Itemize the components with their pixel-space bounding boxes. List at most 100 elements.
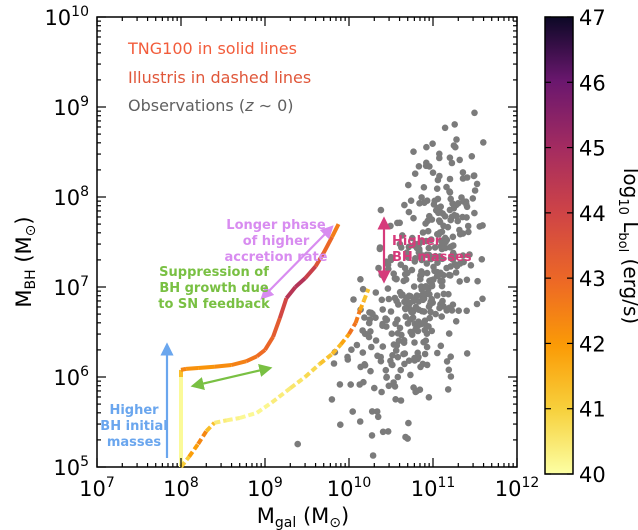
legend-entry-illustris: Illustris in dashed lines	[128, 68, 311, 87]
observation-point	[369, 310, 376, 318]
observation-point	[401, 298, 408, 306]
track-segment	[245, 354, 258, 364]
observation-point	[428, 236, 435, 243]
observation-point	[384, 285, 392, 292]
observation-point	[359, 285, 367, 293]
observation-point	[471, 187, 479, 194]
observation-point	[385, 382, 393, 390]
track-segment	[196, 430, 208, 446]
annotation-arrow	[260, 225, 334, 300]
observation-point	[449, 249, 457, 257]
observation-point	[454, 217, 462, 225]
colorbar-tick-label: 42	[579, 332, 606, 356]
observation-point	[438, 313, 446, 320]
observation-point	[423, 260, 431, 267]
observation-point	[468, 153, 476, 160]
colorbar-tick-label: 41	[579, 398, 606, 422]
track-segment	[347, 321, 358, 336]
observation-point	[445, 271, 453, 279]
track-segment	[361, 288, 371, 302]
observation-point	[434, 349, 441, 357]
observation-point	[463, 174, 471, 181]
observation-point	[474, 277, 481, 285]
observation-point	[423, 251, 431, 259]
observation-point	[411, 170, 419, 177]
observation-point	[436, 218, 444, 226]
observation-point	[377, 357, 385, 365]
track-segment	[303, 362, 322, 379]
track-segment	[294, 276, 307, 289]
observation-point	[401, 270, 409, 278]
observation-point	[439, 277, 446, 285]
observation-point	[330, 360, 338, 367]
observation-point	[419, 229, 427, 236]
observation-point	[371, 384, 378, 392]
track-segment	[226, 416, 241, 423]
observation-point	[463, 307, 471, 315]
legend-entry-tng100: TNG100 in solid lines	[127, 39, 297, 58]
y-tick-label: 109	[53, 94, 89, 120]
track-segment	[284, 285, 297, 300]
x-tick-label: 108	[163, 475, 199, 501]
legend-entry-observations: Observations (z ∼ 0)	[128, 96, 294, 115]
observation-point	[439, 255, 446, 263]
observation-point	[451, 211, 458, 219]
observation-point	[434, 259, 441, 267]
observation-point	[402, 305, 409, 313]
track-segment	[277, 297, 289, 319]
y-axis-label: MBH (M⊙)	[12, 216, 39, 307]
observation-point	[413, 292, 421, 299]
observation-point	[433, 185, 441, 192]
observation-point	[405, 243, 413, 251]
observation-point	[360, 378, 367, 386]
observation-point	[401, 201, 408, 209]
observation-point	[383, 374, 390, 381]
x-axis-label: Mgal (M⊙)	[257, 504, 349, 530]
observation-point	[432, 252, 439, 260]
observation-point	[411, 240, 419, 248]
observation-point	[383, 323, 390, 330]
observation-point	[402, 276, 410, 283]
observation-point	[336, 381, 344, 388]
observation-point	[389, 352, 396, 359]
observation-point	[441, 213, 449, 220]
observation-point	[429, 169, 437, 176]
observation-point	[419, 360, 427, 368]
observation-point	[376, 245, 384, 253]
observation-point	[399, 232, 406, 239]
annotation-text: Higher BH initial masses	[100, 403, 167, 450]
observation-point	[411, 258, 419, 265]
track-segment	[339, 332, 351, 346]
x-tick-label: 109	[247, 475, 283, 501]
observation-point	[390, 270, 398, 278]
observation-point	[423, 237, 430, 245]
observation-point	[421, 350, 429, 358]
annotation-arrows	[160, 216, 391, 458]
observation-point	[391, 294, 399, 302]
track-segment	[255, 400, 273, 415]
x-tick-label: 107	[79, 475, 115, 501]
observation-point	[365, 333, 373, 341]
observation-point	[387, 222, 394, 230]
observation-point	[427, 298, 435, 306]
observation-point	[455, 307, 463, 315]
observation-point	[391, 383, 399, 390]
observation-point	[473, 300, 481, 308]
observation-point	[465, 228, 472, 236]
observation-point	[459, 169, 467, 176]
observation-point	[429, 140, 436, 147]
observation-point	[418, 286, 426, 293]
track-segment	[303, 264, 318, 280]
observation-point	[470, 172, 478, 179]
observation-point	[412, 326, 419, 333]
observation-point	[405, 254, 412, 261]
observation-point	[367, 328, 374, 335]
observation-point	[452, 318, 460, 325]
observation-point	[436, 150, 443, 158]
observation-point	[467, 262, 475, 269]
track-segment	[358, 300, 366, 312]
observation-point	[422, 162, 430, 170]
observation-point	[479, 295, 486, 303]
observation-point	[430, 201, 438, 208]
y-tick-label: 1010	[44, 4, 89, 30]
